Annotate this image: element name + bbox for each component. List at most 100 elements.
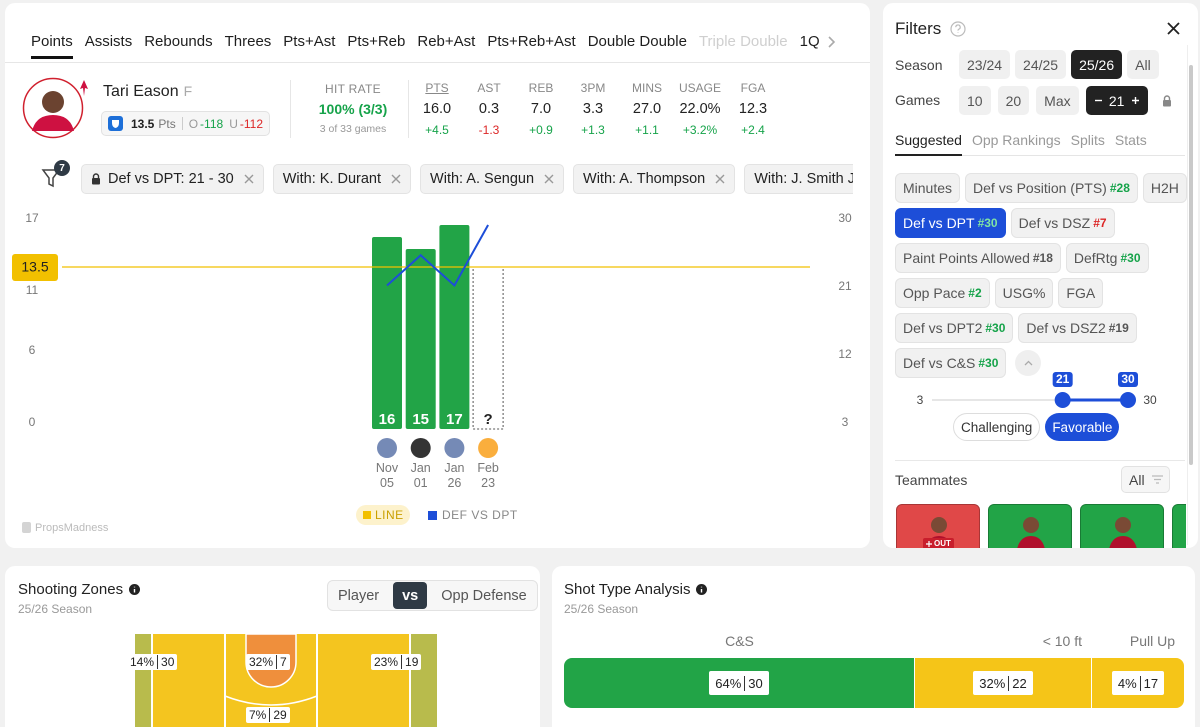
- stat-diff: +4.5: [425, 123, 449, 137]
- filter-tab[interactable]: Suggested: [895, 132, 962, 156]
- chip-rank: #30: [977, 216, 998, 230]
- stat-value: 22.0%: [679, 101, 721, 117]
- filter-chip[interactable]: Def vs DPT: 21 - 30: [81, 164, 264, 194]
- suggested-chip[interactable]: Def vs DSZ #7: [1010, 208, 1115, 238]
- games-option[interactable]: Max: [1036, 86, 1079, 115]
- suggested-chip[interactable]: Def vs DSZ2 #19: [1018, 313, 1137, 343]
- chip-label: Def vs DPT: [903, 215, 975, 231]
- zone-pct: 14%: [130, 655, 159, 669]
- filter-tab[interactable]: Stats: [1114, 132, 1147, 148]
- toggle-option[interactable]: vs: [393, 582, 428, 609]
- suggested-chip[interactable]: FGA: [1058, 278, 1104, 308]
- stat-diff: +3.2%: [682, 123, 718, 137]
- tab[interactable]: Double Double: [587, 33, 687, 50]
- body: [1109, 536, 1137, 548]
- range-slider: 3 30 21 30: [917, 372, 1157, 408]
- tab[interactable]: Pts+Ast: [283, 33, 336, 50]
- tab[interactable]: Points: [31, 33, 73, 59]
- suggested-chip[interactable]: Opp Pace #2: [895, 278, 990, 308]
- plus-icon: [1131, 97, 1139, 104]
- tab[interactable]: Pts+Reb: [347, 33, 406, 50]
- divider: [408, 80, 409, 138]
- games-option[interactable]: 10: [959, 86, 991, 115]
- suggested-chip[interactable]: USG%: [994, 278, 1054, 308]
- filter-button[interactable]: 7: [40, 160, 72, 190]
- legend-swatch: [428, 511, 437, 520]
- suggested-chip[interactable]: Def vs C&S #30: [895, 348, 1007, 378]
- stat-label: REB: [528, 81, 554, 95]
- toggle-option[interactable]: Opp Defense: [441, 587, 527, 604]
- head: [931, 517, 947, 533]
- season-option[interactable]: 23/24: [959, 50, 1011, 79]
- shooting-zones-title: Shooting Zones: [18, 581, 141, 598]
- teammate-tile[interactable]: OUT: [896, 504, 980, 548]
- segment-pct: 64%: [715, 675, 746, 691]
- stat-value: 0.3: [478, 101, 500, 117]
- stat-label: USAGE: [678, 81, 721, 95]
- segment-pct: 32%: [979, 675, 1010, 691]
- x-tick-label: Nov 05: [375, 461, 399, 490]
- tab[interactable]: Assists: [84, 33, 133, 50]
- scrollbar: [1187, 45, 1194, 545]
- tab[interactable]: Triple Double: [698, 33, 788, 50]
- chip-label: Def vs C&S: [903, 355, 976, 371]
- season-option[interactable]: 24/25: [1015, 50, 1067, 79]
- stat-value: 16.0: [422, 101, 452, 117]
- shot-type-segment: 64% 30: [564, 658, 914, 708]
- stat-diff: -1.3: [478, 123, 500, 137]
- suggested-chip[interactable]: Def vs Position (PTS) #28: [965, 173, 1138, 203]
- teammates-dropdown[interactable]: All: [1121, 466, 1170, 493]
- lock-shackle: [92, 173, 100, 178]
- stat-label[interactable]: PTS: [425, 81, 449, 95]
- player-name-row: Tari Eason F: [103, 83, 192, 101]
- suggested-chip[interactable]: Def vs DPT #30: [895, 208, 1006, 238]
- teammate-tile[interactable]: [1080, 504, 1164, 548]
- range-mode[interactable]: Favorable: [1045, 413, 1120, 441]
- suggested-chip[interactable]: Minutes: [895, 173, 961, 203]
- tab-bar: Points Assists Rebounds Threes Pts+Ast Pts+Re…: [31, 33, 821, 59]
- filter-chip[interactable]: With: A. Thompson: [573, 164, 736, 194]
- teammate-tile[interactable]: [988, 504, 1072, 548]
- segment-value: 32% 22: [973, 671, 1033, 695]
- filter-chip[interactable]: With: A. Sengun: [420, 164, 565, 194]
- games-option[interactable]: 20: [997, 86, 1030, 115]
- tab[interactable]: Pts+Reb+Ast: [487, 33, 576, 50]
- hit-rate-detail: 3 of 33 games: [319, 123, 387, 135]
- tab[interactable]: Reb+Ast: [417, 33, 476, 50]
- tab[interactable]: Threes: [224, 33, 272, 50]
- line-unit: Pts: [158, 116, 176, 131]
- stat-label: MINS: [632, 81, 662, 95]
- stat-column: REB 7.0 +0.9: [515, 81, 567, 137]
- y2-tick-label: 21: [838, 279, 852, 293]
- filter-tab[interactable]: Splits: [1070, 132, 1105, 148]
- suggested-chip[interactable]: Paint Points Allowed #18: [895, 243, 1061, 273]
- filter-tab[interactable]: Opp Rankings: [971, 132, 1061, 148]
- suggested-chip[interactable]: H2H: [1142, 173, 1187, 203]
- remove-glyph: [544, 174, 554, 184]
- slider-value-bg: [1118, 372, 1138, 387]
- games-counter[interactable]: 21: [1085, 86, 1148, 115]
- teammate-tile[interactable]: [1172, 504, 1186, 548]
- zone-pct: 23%: [374, 655, 403, 669]
- tab[interactable]: Rebounds: [144, 33, 213, 50]
- suggested-chip[interactable]: DefRtg #30: [1065, 243, 1149, 273]
- minus-icon: [1094, 99, 1102, 102]
- filter-chip[interactable]: With: J. Smith Jr.: [744, 164, 853, 194]
- suggested-chip[interactable]: Def vs DPT2 #30: [895, 313, 1014, 343]
- range-min: 3: [917, 393, 924, 407]
- toggle-option[interactable]: Player: [338, 587, 380, 604]
- under-odds: -112: [239, 116, 263, 131]
- collapse-button[interactable]: [1015, 350, 1042, 376]
- chip-label: Def vs DSZ: [1018, 215, 1091, 231]
- season-option[interactable]: All: [1127, 50, 1159, 79]
- season-option[interactable]: 25/26: [1071, 50, 1123, 79]
- stat-diff: +1.3: [581, 123, 605, 137]
- suggested-chips: Minutes Def vs Position (PTS) #28 H2H Def vs…: [895, 173, 1187, 378]
- shot-type-title: Shot Type Analysis: [564, 581, 708, 598]
- close-button[interactable]: [1167, 22, 1180, 35]
- plus-icon: [926, 540, 932, 547]
- lines: [1151, 475, 1163, 484]
- filter-chip[interactable]: With: K. Durant: [272, 164, 412, 194]
- tab[interactable]: 1Q: [799, 33, 820, 50]
- range-mode[interactable]: Challenging: [953, 413, 1041, 441]
